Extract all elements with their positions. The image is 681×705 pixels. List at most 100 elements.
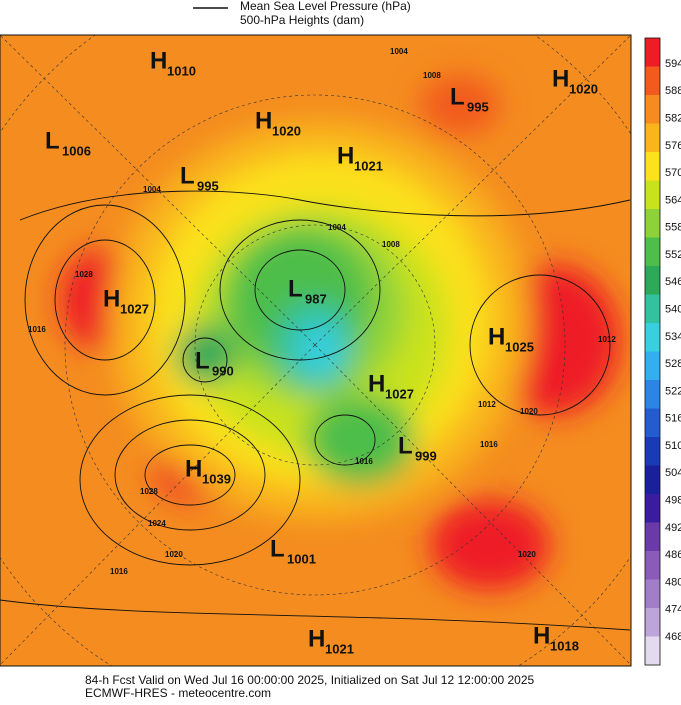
isobar-label: 1024 — [148, 519, 166, 528]
colorbar-swatch — [645, 237, 660, 267]
colorbar-label: 528 — [665, 358, 681, 370]
isobar-label: 1016 — [28, 325, 46, 334]
isobar-label: 1028 — [75, 270, 93, 279]
isobar-label: 1016 — [480, 440, 498, 449]
pressure-center-letter: L — [180, 162, 195, 189]
pressure-center-letter: H — [308, 625, 325, 652]
legend-line-label: Mean Sea Level Pressure (hPa) — [240, 0, 411, 13]
pressure-center-value: 1006 — [62, 143, 91, 158]
colorbar-label: 546 — [665, 276, 681, 288]
pressure-center-value: 990 — [212, 363, 234, 378]
pressure-center-value: 1027 — [120, 301, 149, 316]
pressure-center-letter: L — [398, 432, 413, 459]
colorbar-swatch — [645, 266, 660, 295]
isobar-label: 1012 — [598, 335, 616, 344]
colorbar-swatch — [645, 608, 660, 637]
colorbar-label: 540 — [665, 303, 681, 315]
isobar-label: 1028 — [140, 487, 158, 496]
pressure-center-value: 987 — [305, 291, 327, 306]
colorbar-label: 570 — [665, 167, 681, 179]
colorbar-label: 588 — [665, 85, 681, 97]
colorbar-swatch — [645, 66, 660, 96]
colorbar-swatch — [645, 522, 660, 552]
pressure-center-letter: H — [185, 455, 202, 482]
isobar-label: 1016 — [110, 567, 128, 576]
pressure-center-value: 1020 — [569, 81, 598, 96]
colorbar-label: 534 — [665, 331, 681, 343]
pressure-center-letter: H — [533, 622, 550, 649]
colorbar-swatch — [645, 38, 660, 67]
pressure-center-value: 1001 — [287, 551, 316, 566]
pressure-center-letter: L — [288, 275, 303, 302]
colorbar-label: 504 — [665, 467, 681, 479]
colorbar-swatch — [645, 437, 660, 466]
pressure-center-letter: H — [552, 65, 569, 92]
pressure-center-value: 995 — [467, 99, 489, 114]
pressure-center-letter: L — [195, 347, 210, 374]
colorbar-swatch — [645, 152, 660, 181]
colorbar-swatch — [645, 180, 660, 210]
colorbar-label: 474 — [665, 604, 681, 616]
pressure-center-value: 999 — [415, 448, 437, 463]
colorbar-label: 558 — [665, 222, 681, 234]
pressure-center-letter: H — [337, 142, 354, 169]
isobar-label: 1012 — [478, 400, 496, 409]
pressure-center-letter: H — [488, 323, 505, 350]
colorbar-swatch — [645, 380, 660, 409]
colorbar-label: 468 — [665, 631, 681, 643]
colorbar-label: 486 — [665, 549, 681, 561]
colorbar-label: 582 — [665, 112, 681, 124]
pressure-center-value: 1027 — [385, 386, 414, 401]
pressure-center-value: 1018 — [550, 638, 579, 653]
pressure-center-letter: H — [150, 47, 167, 74]
pressure-center-value: 995 — [197, 178, 219, 193]
colorbar-label: 594 — [665, 58, 681, 70]
isobar-label: 1020 — [520, 407, 538, 416]
isobar-label: 1008 — [382, 240, 400, 249]
footer-source: ECMWF-HRES - meteocentre.com — [85, 686, 271, 700]
colorbar-swatch — [645, 579, 660, 609]
pressure-center-letter: L — [450, 83, 465, 110]
colorbar-swatch — [645, 323, 660, 352]
colorbar-swatch — [645, 209, 660, 238]
colorbar-label: 576 — [665, 140, 681, 152]
colorbar-swatch — [645, 408, 660, 438]
colorbar-swatch — [645, 95, 660, 124]
colorbar-swatch — [645, 494, 660, 523]
pressure-center-value: 1020 — [272, 123, 301, 138]
legend-fill-label: 500-hPa Heights (dam) — [240, 13, 364, 27]
footer-valid: 84-h Fcst Valid on Wed Jul 16 00:00:00 2… — [85, 673, 535, 687]
colorbar-label: 510 — [665, 440, 681, 452]
isobar-label: 1004 — [390, 47, 408, 56]
isobar-label: 1004 — [328, 223, 346, 232]
isobar-label: 1020 — [518, 550, 536, 559]
colorbar-swatch — [645, 465, 660, 495]
pressure-center-value: 1010 — [167, 63, 196, 78]
colorbar-label: 564 — [665, 194, 681, 206]
colorbar-label: 516 — [665, 413, 681, 425]
colorbar-swatch — [645, 294, 660, 324]
pressure-center-letter: H — [368, 370, 385, 397]
colorbar-swatch — [645, 123, 660, 153]
pressure-center-value: 1025 — [505, 339, 534, 354]
colorbar-label: 480 — [665, 576, 681, 588]
colorbar-label: 522 — [665, 385, 681, 397]
isobar-label: 1016 — [355, 457, 373, 466]
pressure-center-value: 1021 — [325, 641, 354, 656]
colorbar-label: 492 — [665, 522, 681, 534]
colorbar-label: 552 — [665, 249, 681, 261]
pressure-center-letter: H — [103, 285, 120, 312]
pressure-center-letter: H — [255, 107, 272, 134]
map-frame — [0, 34, 632, 667]
isobar-label: 1020 — [165, 550, 183, 559]
pressure-center-value: 1039 — [202, 471, 231, 486]
isobar-label: 1008 — [423, 71, 441, 80]
colorbar-frame — [644, 37, 661, 666]
isobar-label: 1004 — [143, 185, 161, 194]
pressure-center-letter: L — [270, 535, 285, 562]
colorbar-swatch — [645, 636, 660, 666]
colorbar-swatch — [645, 551, 660, 580]
pressure-center-value: 1021 — [354, 158, 383, 173]
